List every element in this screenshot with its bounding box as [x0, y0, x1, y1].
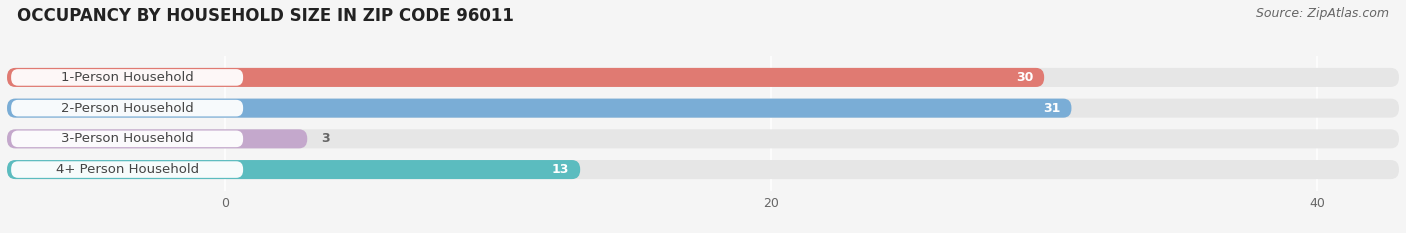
FancyBboxPatch shape	[7, 68, 1399, 87]
Text: 13: 13	[553, 163, 569, 176]
FancyBboxPatch shape	[7, 129, 1399, 148]
Text: 2-Person Household: 2-Person Household	[60, 102, 194, 115]
Text: 4+ Person Household: 4+ Person Household	[56, 163, 198, 176]
FancyBboxPatch shape	[11, 100, 243, 116]
Text: 31: 31	[1043, 102, 1060, 115]
Text: 3: 3	[321, 132, 329, 145]
FancyBboxPatch shape	[7, 99, 1071, 118]
FancyBboxPatch shape	[7, 129, 308, 148]
FancyBboxPatch shape	[11, 69, 243, 86]
Text: 30: 30	[1017, 71, 1033, 84]
FancyBboxPatch shape	[11, 161, 243, 178]
FancyBboxPatch shape	[7, 68, 1045, 87]
FancyBboxPatch shape	[7, 160, 1399, 179]
FancyBboxPatch shape	[11, 130, 243, 147]
Text: OCCUPANCY BY HOUSEHOLD SIZE IN ZIP CODE 96011: OCCUPANCY BY HOUSEHOLD SIZE IN ZIP CODE …	[17, 7, 513, 25]
Text: 1-Person Household: 1-Person Household	[60, 71, 194, 84]
FancyBboxPatch shape	[7, 99, 1399, 118]
FancyBboxPatch shape	[7, 160, 581, 179]
Text: Source: ZipAtlas.com: Source: ZipAtlas.com	[1256, 7, 1389, 20]
Text: 3-Person Household: 3-Person Household	[60, 132, 194, 145]
